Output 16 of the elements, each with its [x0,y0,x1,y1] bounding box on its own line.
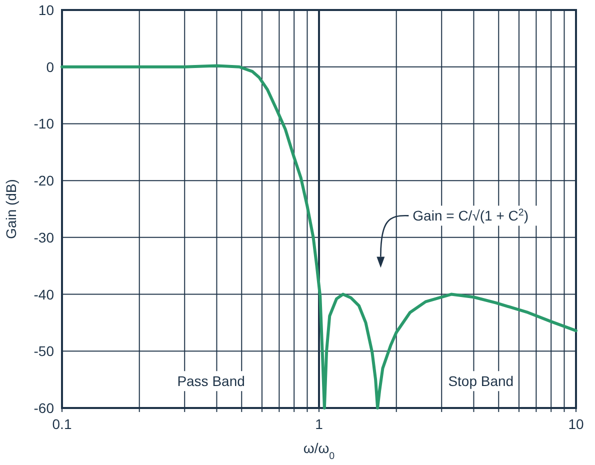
y-axis-title: Gain (dB) [3,179,19,239]
x-tick-label: 0.1 [52,416,72,432]
y-tick-label: 10 [38,2,54,18]
x-tick-label: 1 [315,416,324,432]
y-tick-label: -60 [34,400,54,416]
y-tick-label: -40 [34,286,54,302]
y-tick-label: -50 [34,343,54,360]
annotation: Gain = C/√(1 + C$^{2}$) [412,207,529,224]
annotation: Pass Band [177,373,245,390]
y-tick-label: -10 [34,116,54,132]
x-tick-label: 10 [568,416,584,432]
y-tick-label: 0 [46,58,54,75]
annotation: Stop Band [448,373,514,390]
y-tick-label: -30 [34,229,54,246]
x-axis-title: ω/ω$_{0}$ [303,440,336,462]
y-tick-label: -20 [34,172,54,189]
